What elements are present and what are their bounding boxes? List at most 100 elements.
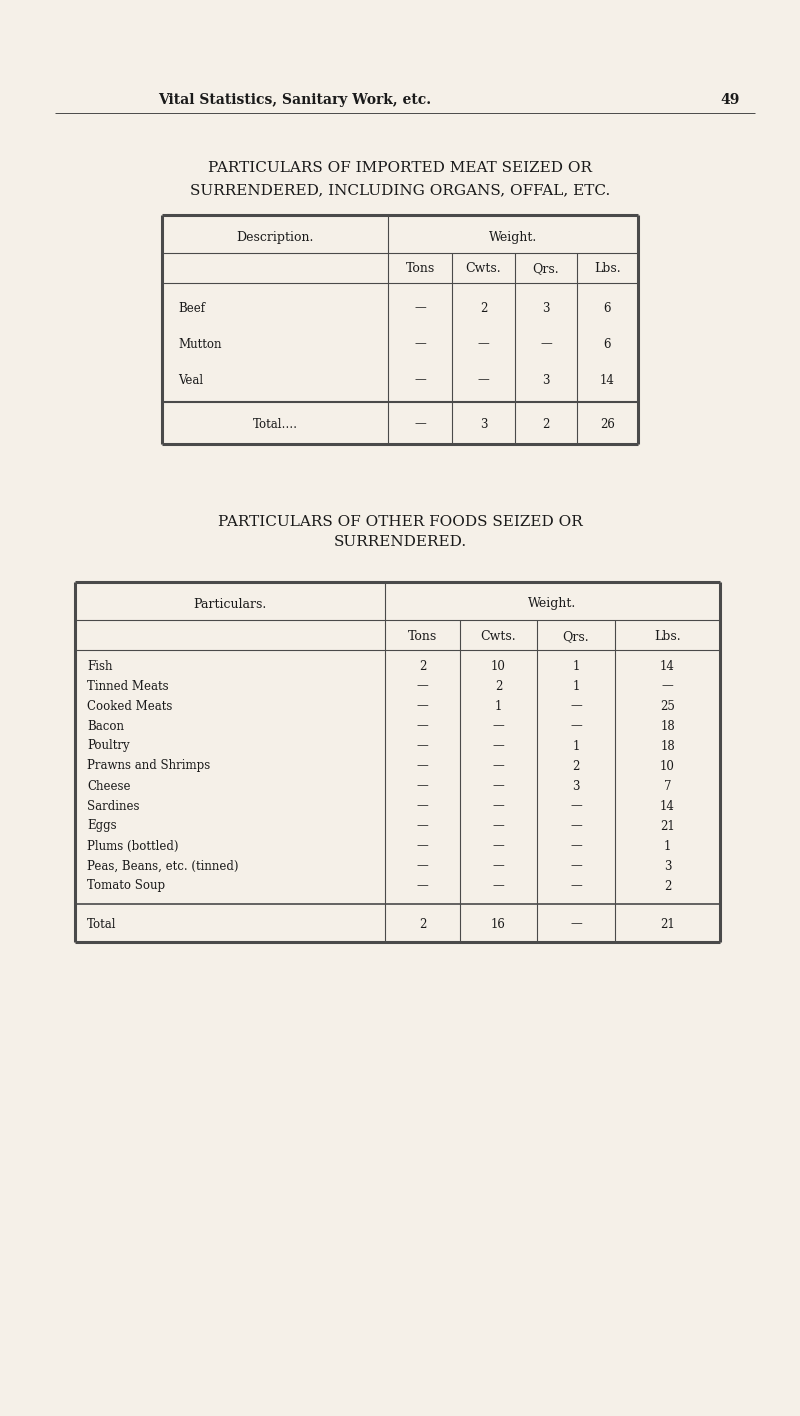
Text: —: — bbox=[417, 800, 428, 813]
Text: SURRENDERED.: SURRENDERED. bbox=[334, 535, 466, 549]
Text: 3: 3 bbox=[542, 302, 550, 314]
Text: Veal: Veal bbox=[178, 374, 203, 387]
Text: Cheese: Cheese bbox=[87, 779, 130, 793]
Text: —: — bbox=[493, 860, 504, 872]
Text: 6: 6 bbox=[604, 302, 611, 314]
Text: —: — bbox=[417, 680, 428, 692]
Text: 18: 18 bbox=[660, 719, 675, 732]
Text: —: — bbox=[493, 800, 504, 813]
Text: 2: 2 bbox=[419, 660, 426, 673]
Text: 16: 16 bbox=[491, 918, 506, 930]
Text: —: — bbox=[570, 879, 582, 892]
Text: —: — bbox=[493, 820, 504, 833]
Text: —: — bbox=[414, 374, 426, 387]
Text: 1: 1 bbox=[495, 700, 502, 712]
Text: —: — bbox=[414, 418, 426, 430]
Text: Lbs.: Lbs. bbox=[654, 630, 681, 643]
Text: —: — bbox=[417, 840, 428, 852]
Text: —: — bbox=[417, 820, 428, 833]
Text: Sardines: Sardines bbox=[87, 800, 139, 813]
Text: Eggs: Eggs bbox=[87, 820, 117, 833]
Text: Poultry: Poultry bbox=[87, 739, 130, 752]
Text: 14: 14 bbox=[600, 374, 615, 387]
Text: 10: 10 bbox=[491, 660, 506, 673]
Text: 3: 3 bbox=[572, 779, 580, 793]
Text: Tinned Meats: Tinned Meats bbox=[87, 680, 169, 692]
Text: Prawns and Shrimps: Prawns and Shrimps bbox=[87, 759, 210, 773]
Text: Mutton: Mutton bbox=[178, 337, 222, 351]
Text: Fish: Fish bbox=[87, 660, 113, 673]
Text: —: — bbox=[417, 700, 428, 712]
Text: SURRENDERED, INCLUDING ORGANS, OFFAL, ETC.: SURRENDERED, INCLUDING ORGANS, OFFAL, ET… bbox=[190, 183, 610, 197]
Text: 2: 2 bbox=[419, 918, 426, 930]
Text: —: — bbox=[417, 719, 428, 732]
Text: —: — bbox=[570, 800, 582, 813]
Text: 7: 7 bbox=[664, 779, 671, 793]
Text: —: — bbox=[478, 337, 490, 351]
Text: 21: 21 bbox=[660, 918, 675, 930]
Text: —: — bbox=[493, 739, 504, 752]
Text: —: — bbox=[570, 840, 582, 852]
Text: Cwts.: Cwts. bbox=[481, 630, 516, 643]
Text: —: — bbox=[493, 879, 504, 892]
Text: Qrs.: Qrs. bbox=[562, 630, 590, 643]
Text: —: — bbox=[417, 879, 428, 892]
Text: 25: 25 bbox=[660, 700, 675, 712]
Text: Peas, Beans, etc. (tinned): Peas, Beans, etc. (tinned) bbox=[87, 860, 238, 872]
Text: —: — bbox=[417, 739, 428, 752]
Text: Weight.: Weight. bbox=[489, 231, 537, 244]
Text: —: — bbox=[662, 680, 674, 692]
Text: —: — bbox=[493, 759, 504, 773]
Text: 1: 1 bbox=[572, 680, 580, 692]
Text: 26: 26 bbox=[600, 418, 615, 430]
Text: Description.: Description. bbox=[236, 231, 314, 244]
Text: Beef: Beef bbox=[178, 302, 205, 314]
Text: —: — bbox=[570, 700, 582, 712]
Text: Cooked Meats: Cooked Meats bbox=[87, 700, 172, 712]
Text: 3: 3 bbox=[664, 860, 671, 872]
Text: 1: 1 bbox=[572, 739, 580, 752]
Text: —: — bbox=[570, 918, 582, 930]
Text: Particulars.: Particulars. bbox=[194, 598, 266, 610]
Text: 21: 21 bbox=[660, 820, 675, 833]
Text: Tons: Tons bbox=[408, 630, 437, 643]
Text: Vital Statistics, Sanitary Work, etc.: Vital Statistics, Sanitary Work, etc. bbox=[158, 93, 431, 108]
Text: PARTICULARS OF IMPORTED MEAT SEIZED OR: PARTICULARS OF IMPORTED MEAT SEIZED OR bbox=[208, 161, 592, 176]
Text: 2: 2 bbox=[542, 418, 550, 430]
Text: Qrs.: Qrs. bbox=[533, 262, 559, 276]
Text: —: — bbox=[540, 337, 552, 351]
Text: 14: 14 bbox=[660, 800, 675, 813]
Text: —: — bbox=[493, 719, 504, 732]
Text: 2: 2 bbox=[664, 879, 671, 892]
Text: 1: 1 bbox=[572, 660, 580, 673]
Text: —: — bbox=[417, 860, 428, 872]
Text: Tons: Tons bbox=[406, 262, 434, 276]
Text: —: — bbox=[493, 840, 504, 852]
Text: 2: 2 bbox=[495, 680, 502, 692]
Text: 2: 2 bbox=[480, 302, 487, 314]
Text: —: — bbox=[493, 779, 504, 793]
Text: Total: Total bbox=[87, 918, 117, 930]
Text: 18: 18 bbox=[660, 739, 675, 752]
Text: 49: 49 bbox=[720, 93, 740, 108]
Text: 10: 10 bbox=[660, 759, 675, 773]
Text: 3: 3 bbox=[542, 374, 550, 387]
Text: —: — bbox=[570, 820, 582, 833]
Text: —: — bbox=[417, 779, 428, 793]
Text: Bacon: Bacon bbox=[87, 719, 124, 732]
Text: 3: 3 bbox=[480, 418, 487, 430]
Text: Weight.: Weight. bbox=[528, 598, 577, 610]
Text: 14: 14 bbox=[660, 660, 675, 673]
Text: —: — bbox=[414, 337, 426, 351]
Text: —: — bbox=[414, 302, 426, 314]
Text: —: — bbox=[570, 719, 582, 732]
Text: —: — bbox=[417, 759, 428, 773]
Text: Plums (bottled): Plums (bottled) bbox=[87, 840, 178, 852]
Text: 1: 1 bbox=[664, 840, 671, 852]
Text: 2: 2 bbox=[572, 759, 580, 773]
Text: 6: 6 bbox=[604, 337, 611, 351]
Text: Cwts.: Cwts. bbox=[466, 262, 502, 276]
Text: Tomato Soup: Tomato Soup bbox=[87, 879, 165, 892]
Text: PARTICULARS OF OTHER FOODS SEIZED OR: PARTICULARS OF OTHER FOODS SEIZED OR bbox=[218, 515, 582, 530]
Text: —: — bbox=[570, 860, 582, 872]
